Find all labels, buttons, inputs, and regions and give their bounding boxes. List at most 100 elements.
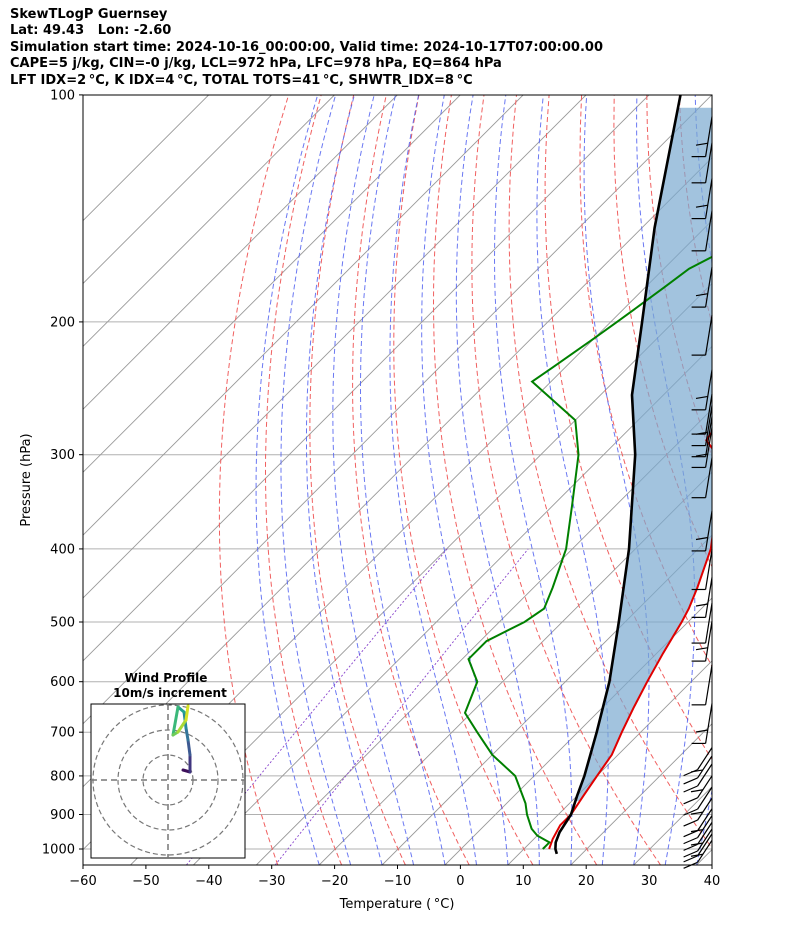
axes: −60 −50 −40 −30 −20 −10 0 10 20 30 40 1000 900 800 700… [42,88,720,889]
wind-barb [691,457,713,499]
wind-barb [691,267,713,308]
y-tick-label: 400 [50,542,75,557]
isotherm-line [83,95,712,725]
x-tick-label: −60 [69,874,96,889]
moist-adiabat [455,95,540,865]
temperature-line [548,430,712,850]
isotherm-line [83,95,272,285]
hodograph-trace [184,704,190,722]
y-tick-label: 1000 [42,843,75,858]
wind-barb [691,210,713,252]
wind-barb [691,621,713,662]
isotherm-line [83,95,335,348]
time-label: Simulation start time: 2024-10-16_00:00:… [10,39,603,55]
isotherm-line [193,345,712,865]
dry-adiabat [309,95,406,865]
location-label: Lat: 49.43 Lon: -2.60 [10,23,172,39]
profile-series [463,95,712,855]
wind-barb [691,549,713,591]
wind-barb [691,315,713,356]
dry-adiabat [218,95,290,865]
hodograph-inset: Wind Profile 10m/s increment [90,671,246,859]
isotherm-line [256,408,712,865]
wind-barb [683,747,713,777]
dry-adiabat [777,95,794,865]
y-tick-label: 900 [50,808,75,823]
wind-barb [691,602,713,644]
y-axis-label: Pressure (hPa) [19,433,34,526]
indices-line-1: CAPE=5 j/kg, CIN=-0 j/kg, LCL=972 hPa, L… [10,56,502,72]
moist-adiabat [493,95,573,865]
x-tick-label: −40 [195,874,222,889]
moist-adiabat [536,95,609,865]
isotherm-line [444,597,712,865]
dry-adiabat [471,95,661,865]
dry-adiabat [393,95,534,865]
indices-line-2: LFT IDX=2 °C, K IDX=4 °C, TOTAL TOTS=41 … [10,72,473,88]
moist-adiabat [332,95,415,865]
isotherm-line [83,95,587,599]
y-tick-label: 700 [50,726,75,741]
hodograph-trace [176,718,188,734]
hodograph-trace [184,726,190,742]
chart-title: SkewTLogP Guernsey [10,7,168,22]
wind-barb [691,178,713,220]
dry-adiabat [508,95,712,850]
hodograph-trace [186,738,192,757]
wind-barb [683,808,713,838]
isotherm-line [760,95,794,865]
y-tick-label: 100 [50,88,75,103]
dry-adiabat [744,95,794,865]
mixing-ratio-line [274,548,529,865]
wind-barb [683,833,713,863]
wind-barb [691,416,713,458]
mixing-ratio-line [186,548,448,865]
isotherm-line [83,95,650,662]
hodograph-trace [171,705,180,737]
isotherm-line [381,534,712,865]
wind-barbs [683,116,713,869]
y-tick-label: 600 [50,675,75,690]
moist-adiabat [360,95,446,865]
wind-barb [691,510,713,552]
wind-barb [691,142,713,184]
x-axis-label: Temperature ( °C) [339,897,455,912]
dry-adiabat [579,95,712,668]
x-tick-label: −20 [321,874,348,889]
dry-adiabat [711,95,712,104]
wind-barb [691,703,713,745]
y-tick-label: 500 [50,615,75,630]
moist-adiabat [306,95,383,865]
wind-barb [691,664,713,706]
isotherm-line [83,95,461,473]
dry-adiabat [352,95,470,865]
moist-adiabat [280,95,352,865]
wind-barb [683,822,713,851]
isotherm-line [570,723,712,865]
dry-adiabat [265,95,343,865]
x-tick-label: 0 [456,874,464,889]
x-tick-label: 10 [515,874,532,889]
moist-adiabat [389,95,477,865]
wind-barb [683,763,713,793]
isotherm-line [83,95,524,536]
y-tick-label: 300 [50,448,75,463]
wind-barb [691,369,713,411]
x-tick-label: −10 [384,874,411,889]
wind-barb [683,775,713,805]
parcel-line [554,95,682,855]
wind-barb [691,116,713,158]
wind-barb [691,577,713,618]
x-tick-label: 20 [578,874,595,889]
x-tick-label: −50 [132,874,159,889]
isotherm-line [507,660,712,865]
hodograph-subtitle: 10m/s increment [113,686,227,700]
moist-adiabat [255,95,320,865]
dry-adiabat [544,95,712,761]
wind-barb [691,394,713,435]
y-tick-label: 200 [50,315,75,330]
hodograph-title: Wind Profile [125,671,208,685]
y-tick-label: 800 [50,769,75,784]
x-tick-label: 40 [704,874,721,889]
